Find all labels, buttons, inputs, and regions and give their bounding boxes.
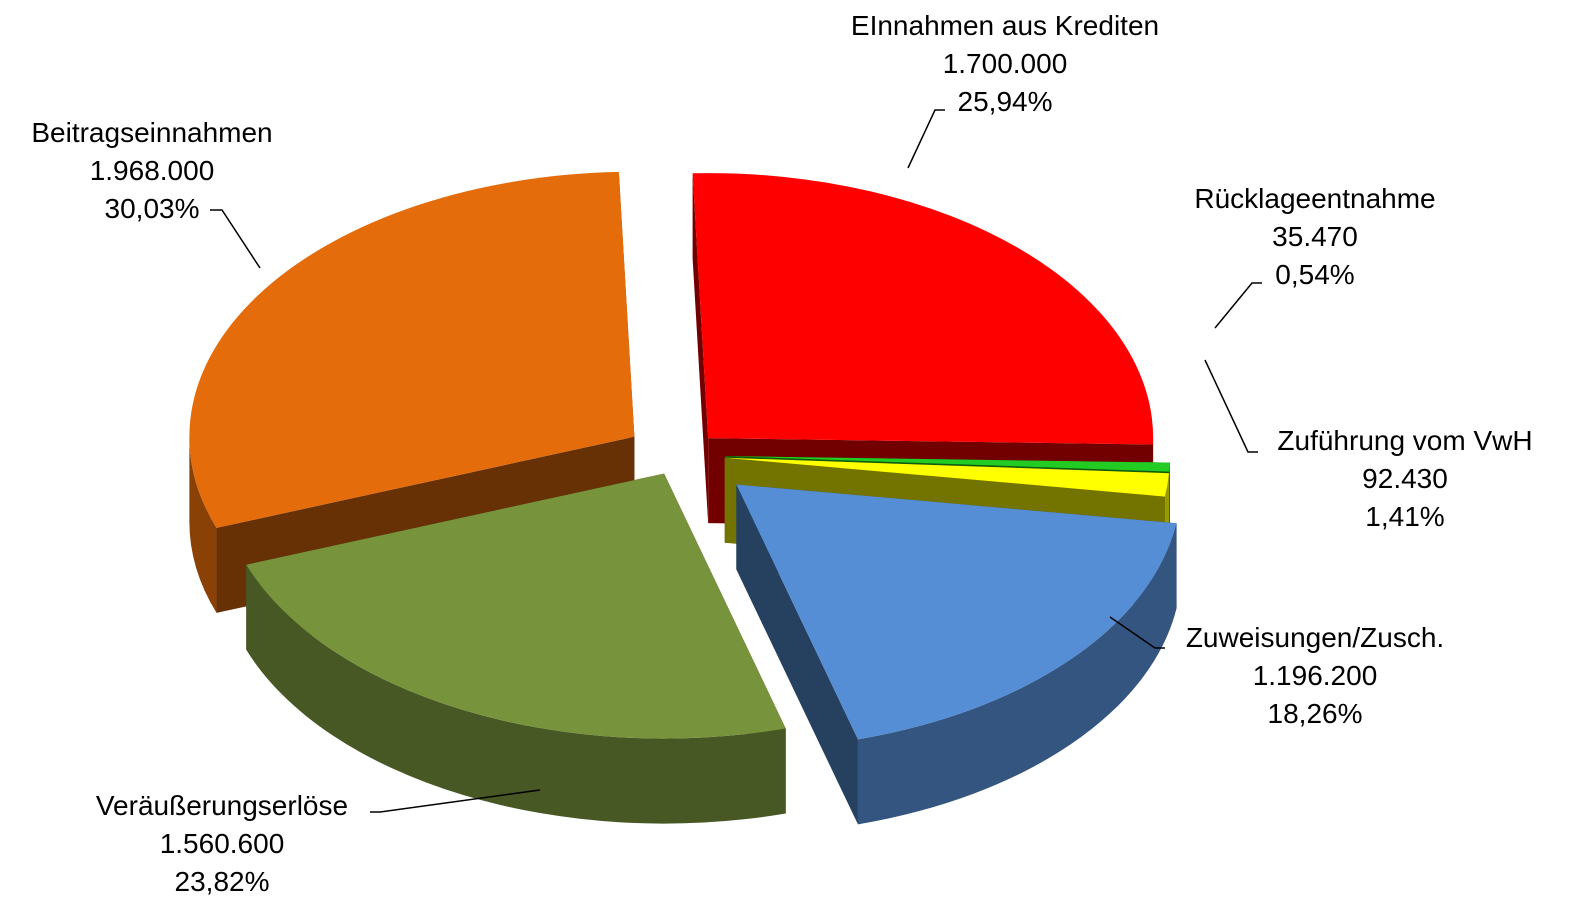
pie-slice xyxy=(736,484,1177,825)
leader-lines xyxy=(210,109,1262,813)
category-label: Zuführung vom VwH xyxy=(1277,425,1532,456)
leader-line xyxy=(907,109,945,169)
category-label: Veräußerungserlöse xyxy=(96,790,348,821)
percentage-label: 0,54% xyxy=(1275,259,1354,290)
slice-top xyxy=(724,457,1170,497)
slice-wall xyxy=(189,436,217,613)
value-label: 35.470 xyxy=(1272,221,1358,252)
value-label: 1.968.000 xyxy=(90,155,215,186)
percentage-label: 1,41% xyxy=(1365,501,1444,532)
category-label: Beitragseinnahmen xyxy=(31,117,272,148)
slice-top xyxy=(736,484,1177,740)
pie xyxy=(189,171,1177,825)
percentage-label: 23,82% xyxy=(175,866,270,897)
percentage-label: 30,03% xyxy=(105,193,200,224)
leader-line xyxy=(370,789,541,813)
slice-top xyxy=(724,456,1170,472)
slice-wall xyxy=(857,523,1177,825)
leader-line xyxy=(1214,282,1262,329)
value-label: 1.560.600 xyxy=(160,828,285,859)
slice-top xyxy=(246,473,786,739)
slice-top xyxy=(692,173,1154,445)
slice-wall xyxy=(246,564,786,824)
pie-slice xyxy=(246,473,786,824)
leader-line xyxy=(1109,616,1165,649)
leader-line xyxy=(1204,359,1258,453)
value-label: 92.430 xyxy=(1362,463,1448,494)
value-label: 1.196.200 xyxy=(1253,660,1378,691)
data-labels: EInnahmen aus Krediten 1.700.000 25,94% Rüc… xyxy=(31,10,1532,897)
leader-line xyxy=(210,209,261,269)
slice-side xyxy=(736,484,858,825)
category-label: Zuweisungen/Zusch. xyxy=(1186,622,1444,653)
percentage-label: 18,26% xyxy=(1268,698,1363,729)
slice-side xyxy=(692,173,709,524)
category-label: EInnahmen aus Krediten xyxy=(851,10,1159,41)
category-label: Rücklageentnahme xyxy=(1194,183,1435,214)
value-label: 1.700.000 xyxy=(943,48,1068,79)
percentage-label: 25,94% xyxy=(958,86,1053,117)
slice-top xyxy=(189,171,635,528)
